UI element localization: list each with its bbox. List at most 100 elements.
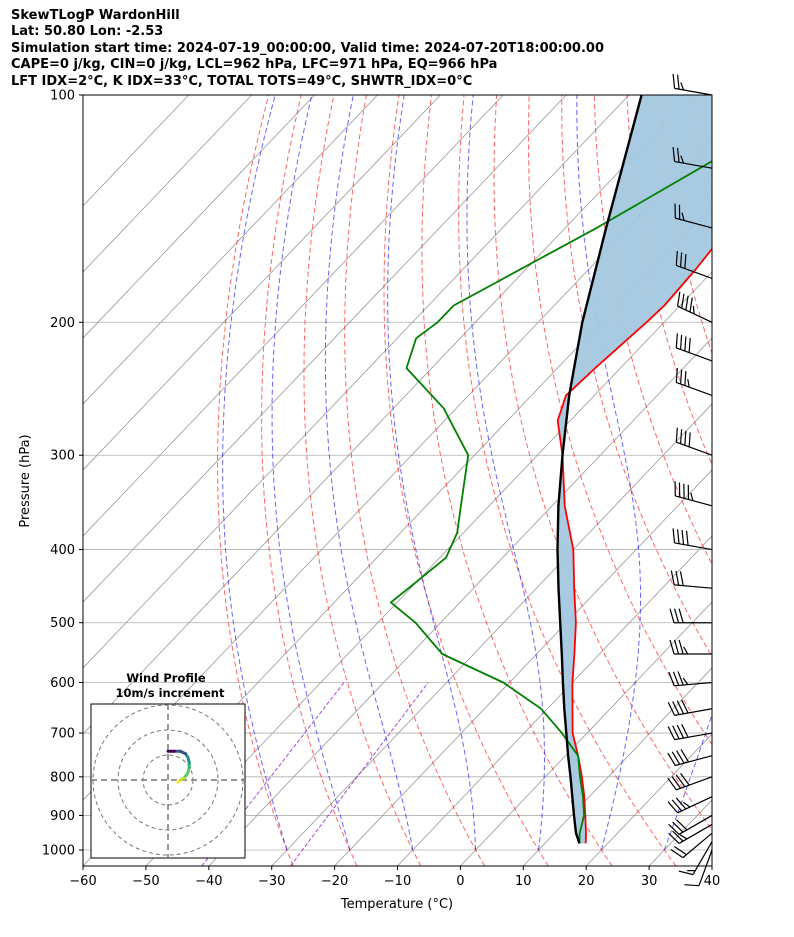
x-tick-label: −20 [321, 874, 348, 889]
y-tick-label: 700 [50, 727, 75, 742]
barb-flag [671, 751, 681, 765]
stability-indices: LFT IDX=2°C, K IDX=33°C, TOTAL TOTS=49°C… [11, 73, 473, 89]
barb-staff [682, 832, 713, 859]
barb-flag [688, 432, 691, 447]
location-coordinates: Lat: 50.80 Lon: -2.53 [11, 24, 164, 40]
barb-flag [679, 334, 683, 350]
barb-flag [680, 82, 685, 91]
y-tick-label: 800 [50, 770, 75, 785]
wind-barb [675, 367, 713, 397]
x-tick-label: 0 [456, 874, 464, 889]
barb-flag [675, 570, 680, 586]
barb-staff [677, 305, 713, 323]
background-lines [83, 95, 794, 866]
barb-flag [675, 797, 687, 810]
barb-flag [678, 608, 684, 623]
dry-adiabat-line [593, 95, 712, 566]
barb-flag [671, 799, 683, 812]
barb-flag [679, 571, 684, 586]
barb-flag [681, 293, 685, 309]
dry-adiabat-line [303, 95, 422, 866]
barb-staff [674, 542, 713, 551]
barb-flag [670, 848, 684, 859]
barb-flag [680, 773, 690, 786]
barb-flag [672, 725, 680, 740]
dry-adiabat-line [527, 95, 712, 746]
barb-flag [684, 336, 687, 352]
barb-flag [682, 677, 689, 685]
y-tick-label: 100 [50, 89, 75, 104]
moist-adiabat-line [466, 95, 545, 851]
wind-barb [667, 723, 713, 741]
isotherm-line [83, 95, 252, 273]
x-tick-label: −60 [69, 874, 96, 889]
dry-adiabat-line [421, 95, 613, 866]
moist-adiabat-line [324, 95, 414, 851]
wind-barb [670, 832, 713, 859]
barb-staff [674, 708, 713, 716]
barb-flag [667, 726, 676, 740]
wind-barb [667, 773, 713, 791]
barb-staff [677, 796, 713, 814]
x-tick-label: −30 [258, 874, 285, 889]
x-tick-label: −40 [195, 874, 222, 889]
barb-flag [675, 367, 678, 383]
x-tick-label: −50 [132, 874, 159, 889]
isotherm-line [711, 865, 712, 866]
wind-barb [674, 203, 713, 229]
wind-barb [675, 427, 713, 456]
dry-adiabat-line [458, 95, 677, 866]
barb-flag [676, 700, 685, 715]
dry-adiabat-line [757, 95, 794, 866]
x-tick-label: 30 [641, 874, 658, 889]
barb-flag [678, 870, 694, 876]
barb-staff [674, 87, 713, 96]
barb-flag [667, 777, 677, 791]
wind-barb [668, 671, 713, 687]
barb-flag [672, 821, 684, 833]
isotherm-line [83, 95, 441, 471]
wind-barb [675, 250, 713, 280]
barb-flag [689, 297, 693, 313]
barb-flag [680, 155, 685, 164]
barb-staff [676, 347, 713, 362]
barb-flag [675, 774, 686, 788]
isotherm-line [145, 271, 712, 866]
dry-adiabat-line [383, 95, 549, 866]
isotherm-line [83, 95, 504, 537]
cape-indices: CAPE=0 j/kg, CIN=0 j/kg, LCL=962 hPa, LF… [11, 57, 498, 73]
barb-flag [668, 823, 680, 835]
barb-flag [681, 723, 689, 738]
y-axis-title: Pressure (hPa) [18, 434, 33, 527]
barb-staff [674, 160, 713, 169]
chart-title: SkewTLogP WardonHill [11, 8, 180, 23]
barb-flag [667, 701, 676, 716]
barb-flag [676, 291, 681, 307]
barb-flag [670, 570, 675, 585]
barb-flag [681, 212, 685, 221]
barb-flag [676, 819, 688, 831]
isotherm-line [460, 601, 712, 866]
barb-flag [669, 639, 675, 655]
wind-barb [678, 841, 713, 876]
barb-flag [692, 305, 695, 314]
barb-flag [672, 147, 676, 162]
chart-header: SkewTLogP WardonHill Lat: 50.80 Lon: -2.… [11, 8, 604, 90]
barb-staff [676, 776, 713, 791]
barb-flag [668, 832, 680, 844]
barb-staff [676, 381, 713, 397]
wind-barb [676, 291, 713, 323]
barb-staff [675, 495, 713, 507]
inset-title: Wind Profile [126, 671, 206, 685]
barb-flag [679, 252, 683, 268]
moist-adiabat-line [663, 713, 712, 851]
isotherm-line [523, 667, 712, 866]
wind-barb [667, 796, 713, 814]
axes: −60 −50 −40 −30 −20 −10 0 10 20 30 40 100 200 300 400 5… [42, 89, 720, 890]
isotherm-line [83, 95, 567, 603]
profile-lines [389, 95, 712, 844]
barb-flag [678, 639, 684, 655]
y-tick-label: 400 [50, 543, 75, 558]
isotherm-line [83, 95, 315, 339]
barb-flag [681, 699, 689, 714]
